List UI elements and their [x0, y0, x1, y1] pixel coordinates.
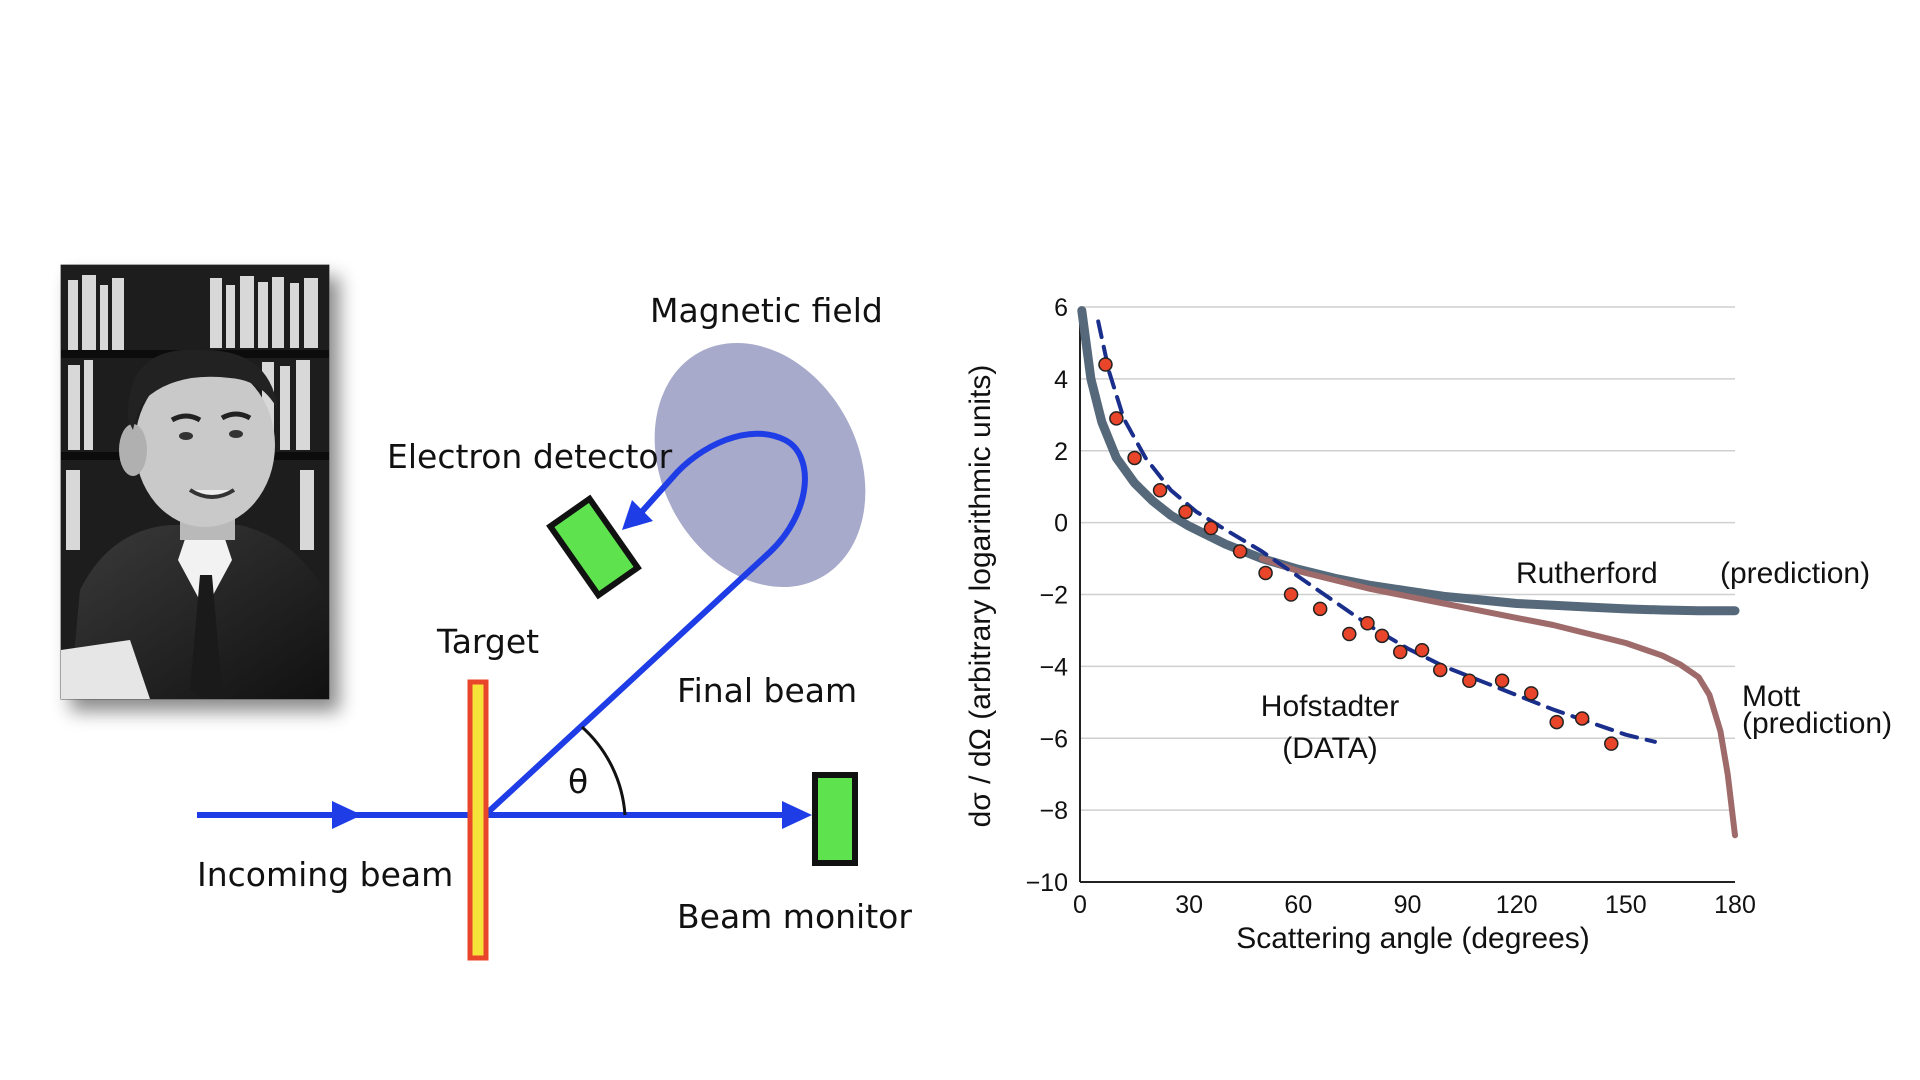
beam-monitor-label: Beam monitor: [677, 897, 912, 936]
hofstadter-fit-line: [1096, 319, 1657, 744]
y-tick-labels: 6 4 2 0 −2 −4 −6 −8 −10: [1026, 294, 1069, 897]
chart-axes: [1079, 307, 1735, 883]
magnetic-field-label: Magnetic field: [650, 291, 883, 330]
x-tick-label: 60: [1284, 891, 1312, 919]
final-beam-label: Final beam: [677, 671, 857, 710]
hofstadter-points-point: [1203, 520, 1219, 536]
theta-label: θ: [568, 762, 588, 801]
hofstadter-points-point: [1342, 626, 1357, 642]
target-label: Target: [436, 622, 539, 661]
incoming-beam-label: Incoming beam: [197, 855, 453, 894]
target-foil: [467, 679, 489, 961]
transmitted-beam-arrow-icon: [782, 801, 812, 829]
beam-monitor-icon: [812, 772, 858, 866]
x-tick-label: 90: [1394, 891, 1422, 919]
y-tick-label: 4: [1054, 366, 1068, 394]
hofstadter-points-point: [1549, 714, 1564, 730]
hofstadter-points-point: [1604, 736, 1619, 751]
y-tick-label: −10: [1026, 869, 1068, 897]
hofstadter-points-point: [1232, 544, 1248, 559]
hofstadter-annotation: Hofstadter: [1261, 690, 1399, 723]
hofstadter-points-point: [1109, 411, 1124, 426]
hofstadter-points-point: [1360, 616, 1375, 631]
hofstadter-points-point: [1098, 357, 1113, 372]
chart-series: [1077, 306, 1740, 839]
hofstadter-data-annotation: (DATA): [1282, 732, 1378, 765]
cross-section-chart: 6 4 2 0 −2 −4 −6 −8 −10 0 30 60 90 120 150 180 Scatter…: [964, 294, 1892, 955]
hofstadter-points-point: [1178, 504, 1193, 520]
y-tick-label: −8: [1039, 797, 1068, 825]
mott-annotation: Mott: [1742, 680, 1801, 713]
hofstadter-points-point: [1374, 628, 1390, 644]
hofstadter-points-point: [1494, 673, 1510, 688]
mott-line: [1258, 555, 1738, 839]
hofstadter-points-point: [1574, 711, 1590, 726]
hofstadter-points-point: [1433, 662, 1448, 678]
hofstadter-points-point: [1152, 483, 1168, 498]
hofstadter-points-point: [1414, 642, 1430, 658]
x-tick-label: 0: [1073, 891, 1087, 919]
electron-detector-label: Electron detector: [387, 437, 673, 476]
y-tick-label: −4: [1039, 653, 1068, 681]
x-tick-label: 30: [1175, 891, 1203, 919]
x-tick-label: 180: [1714, 891, 1756, 919]
hofstadter-points-point: [1312, 601, 1328, 617]
hofstadter-points-point: [1127, 450, 1142, 466]
incoming-beam-arrow-icon: [332, 801, 362, 829]
final-beam-arrow-icon: [622, 500, 653, 530]
magnetic-field-region: [654, 342, 866, 588]
y-tick-label: −6: [1039, 725, 1068, 753]
scattering-diagram: θ Magnetic field Electron detector Targe…: [197, 291, 912, 961]
hofstadter-points-point: [1462, 673, 1477, 688]
theta-arc: [580, 725, 627, 816]
x-tick-label: 120: [1496, 891, 1538, 919]
final-beam-line: [482, 430, 808, 818]
rutherford-annotation: Rutherford: [1516, 557, 1658, 590]
y-tick-label: 0: [1054, 510, 1068, 538]
x-tick-labels: 0 30 60 90 120 150 180: [1073, 891, 1756, 919]
portrait-photo-content: [61, 265, 329, 699]
y-tick-label: 6: [1054, 294, 1068, 322]
y-tick-label: −2: [1039, 582, 1068, 610]
x-tick-label: 150: [1605, 891, 1647, 919]
hofstadter-points-point: [1283, 587, 1299, 602]
rutherford-prediction-annotation: (prediction): [1720, 557, 1870, 590]
electron-detector-icon: [546, 494, 642, 600]
y-tick-label: 2: [1054, 438, 1068, 466]
chart-grid: [1080, 306, 1735, 811]
hofstadter-points-point: [1258, 565, 1273, 581]
hofstadter-points-point: [1392, 644, 1408, 660]
x-axis-label: Scattering angle (degrees): [1236, 922, 1590, 955]
y-axis-label: dσ / dΩ (arbitrary logarithmic units): [964, 365, 997, 828]
hofstadter-points-point: [1523, 686, 1539, 701]
mott-prediction-annotation: (prediction): [1742, 707, 1892, 740]
